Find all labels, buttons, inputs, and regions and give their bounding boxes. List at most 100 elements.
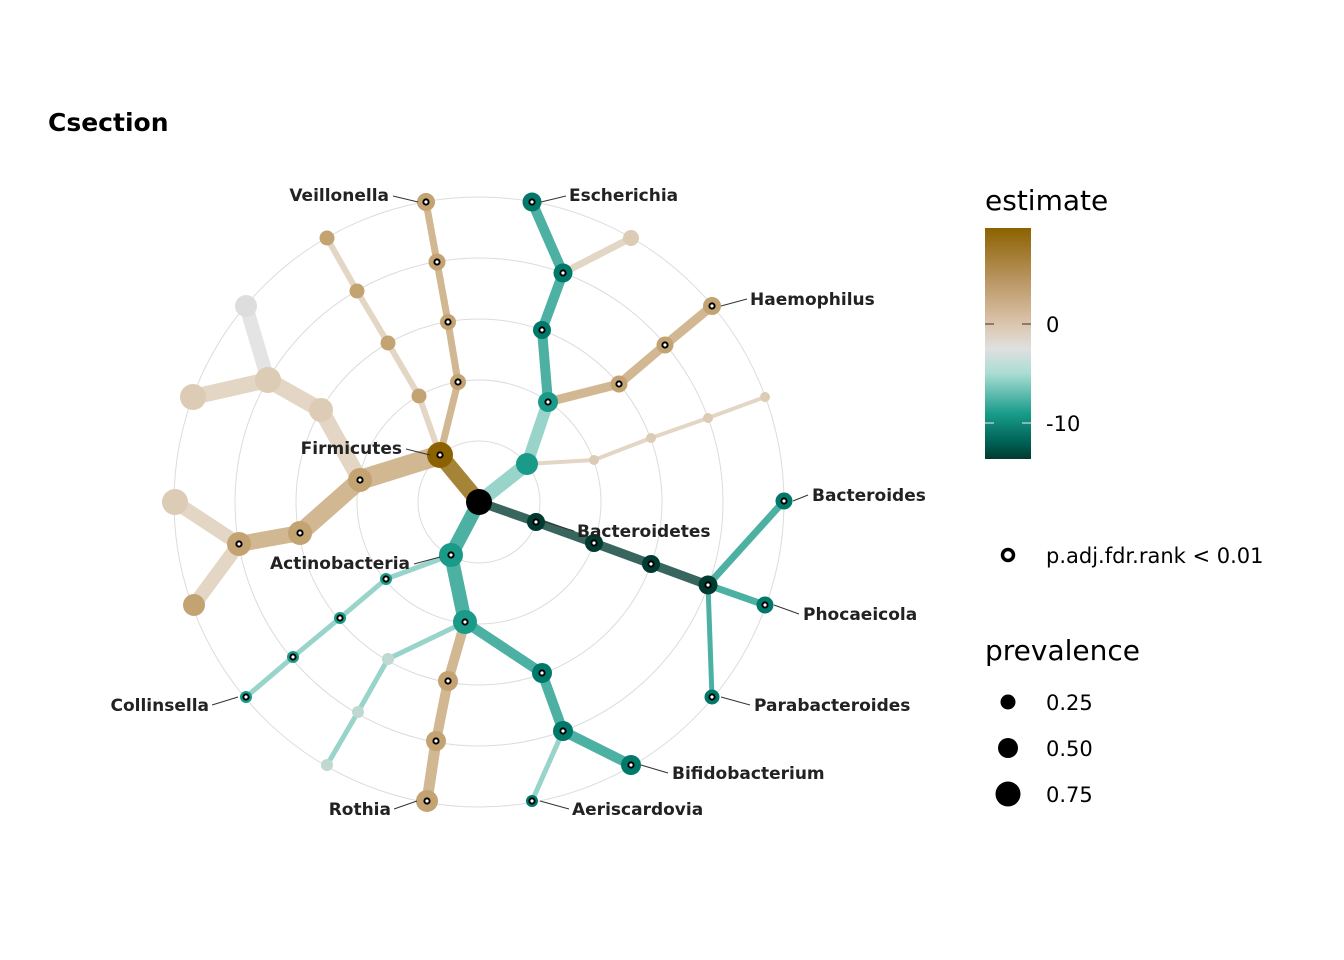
node-fc-7 xyxy=(227,532,251,556)
node-dot-gl-2 xyxy=(352,706,364,718)
significance-marker-veillonella xyxy=(422,198,430,206)
label-bacteroides: Bacteroides xyxy=(812,486,926,506)
significance-marker-esch-f xyxy=(559,269,567,277)
edge-veil-f-to-veil-g xyxy=(433,261,452,323)
edge-esch-o-to-esch-f xyxy=(537,271,568,332)
node-dot-gl-1 xyxy=(382,653,394,665)
plot-title: Csection xyxy=(48,108,169,137)
node-esch-x xyxy=(623,230,639,246)
node-dot-root xyxy=(466,489,492,515)
edge-light-g-to-light-s xyxy=(324,236,360,293)
node-dot-light-s xyxy=(319,230,335,246)
significance-marker-parabacteroides xyxy=(708,693,716,701)
gridline-ring-1 xyxy=(417,440,541,564)
node-firmicutes xyxy=(427,442,453,468)
node-dot-pl-3 xyxy=(703,413,713,423)
node-dot-pl-2 xyxy=(646,433,656,443)
node-light-s xyxy=(319,230,335,246)
label-actinobacteria: Actinobacteria xyxy=(270,554,410,574)
significance-marker-bact-f xyxy=(704,581,712,589)
prevalence-key-050 xyxy=(998,738,1018,758)
node-fc-3 xyxy=(255,367,281,393)
significance-marker-bact-c xyxy=(590,539,598,547)
significance-marker-aeriscardovia xyxy=(528,797,536,805)
edge-gl-2-to-gl-3 xyxy=(324,710,361,767)
edge-rothia-o-to-rothia-f xyxy=(431,680,453,742)
label-firmicutes: Firmicutes xyxy=(301,439,402,459)
significance-marker-fc-1 xyxy=(356,476,364,484)
node-bacteroides xyxy=(775,492,793,510)
node-fc-6 xyxy=(288,521,312,545)
node-haemophilus xyxy=(703,297,721,315)
node-escherichia xyxy=(522,192,542,212)
significance-marker-key xyxy=(1000,547,1016,563)
significance-marker-collinsella xyxy=(242,693,250,701)
node-gl-2 xyxy=(352,706,364,718)
edge-coll-f-to-collinsella xyxy=(244,655,295,699)
prevalence-key-025 xyxy=(1000,694,1016,710)
estimate-colorbar xyxy=(985,228,1031,459)
significance-marker-haem-f xyxy=(661,341,669,349)
leader-haemophilus xyxy=(720,298,748,307)
colorbar-label-0: 0 xyxy=(1046,313,1059,337)
colorbar-label-neg10: -10 xyxy=(1046,412,1080,436)
significance-marker-firmicutes xyxy=(436,451,444,459)
edge-coll-c-to-coll-o xyxy=(338,577,388,620)
edge-bifi-o-to-bifi-f xyxy=(537,671,568,733)
edge-veil-o-to-veil-f xyxy=(444,321,462,383)
edge-bacteroidetes-to-bact-c xyxy=(534,517,596,548)
significance-marker-bact-o xyxy=(647,560,655,568)
edge-prot-to-pl-1 xyxy=(526,458,595,466)
edge-prot-c-to-haem-o xyxy=(546,379,621,407)
edge-pl-2-to-pl-3 xyxy=(650,416,709,440)
label-bacteroidetes: Bacteroidetes xyxy=(577,522,711,542)
node-dot-fc-2 xyxy=(309,398,333,422)
node-pl-3 xyxy=(703,413,713,423)
node-fc-8 xyxy=(162,489,188,515)
leader-collinsella xyxy=(211,696,239,706)
edge-bact-f-to-parabacteroides xyxy=(705,584,715,698)
node-dot-esch-x xyxy=(623,230,639,246)
prevalence-legend: prevalence 0.25 0.50 0.75 xyxy=(985,634,1140,807)
significance-marker-bacteroides xyxy=(780,497,788,505)
node-veillonella xyxy=(417,193,435,211)
node-pl-2 xyxy=(646,433,656,443)
label-escherichia: Escherichia xyxy=(569,186,678,206)
node-fc-4 xyxy=(180,384,206,410)
label-leader-lines xyxy=(211,195,809,810)
node-fc-9 xyxy=(183,594,205,616)
significance-marker-actinobacteria xyxy=(447,551,455,559)
node-dot-prot xyxy=(516,453,538,475)
leader-phocaeicola xyxy=(773,604,800,615)
node-light-o xyxy=(411,388,427,404)
node-coll-f xyxy=(287,651,299,663)
node-act-c xyxy=(453,610,477,634)
tree-nodes xyxy=(162,192,793,812)
node-coll-o xyxy=(334,612,346,624)
edge-esch-f-to-esch-x xyxy=(561,234,633,277)
significance-marker-bifi-o xyxy=(538,669,546,677)
node-dot-fc-3 xyxy=(255,367,281,393)
node-prot xyxy=(516,453,538,475)
significance-marker-haem-o xyxy=(615,380,623,388)
prevalence-key-075 xyxy=(995,781,1021,807)
label-veillonella: Veillonella xyxy=(289,186,389,206)
edge-pl-3-to-pl-4 xyxy=(707,395,766,420)
node-esch-o xyxy=(533,321,551,339)
significance-legend: p.adj.fdr.rank < 0.01 xyxy=(1000,544,1264,568)
edge-act-c-to-bifi-o xyxy=(462,617,545,678)
edge-fc-1-to-fc-2 xyxy=(314,406,367,484)
significance-marker-haemophilus xyxy=(708,302,716,310)
significance-marker-rothia-o xyxy=(444,677,452,685)
leader-aeriscardovia xyxy=(539,800,570,810)
edge-bact-c-to-bact-o xyxy=(592,538,653,569)
edge-haem-o-to-haem-f xyxy=(616,341,668,388)
edge-fc-7-to-fc-9 xyxy=(188,539,245,610)
node-aeriscardovia xyxy=(526,795,538,807)
edge-esch-f-to-escherichia xyxy=(527,199,568,276)
edge-bact-f-to-bacteroides xyxy=(705,498,787,588)
leader-bacteroidetes xyxy=(544,521,575,532)
node-bact-f xyxy=(698,575,718,595)
node-bact-c xyxy=(585,534,603,552)
